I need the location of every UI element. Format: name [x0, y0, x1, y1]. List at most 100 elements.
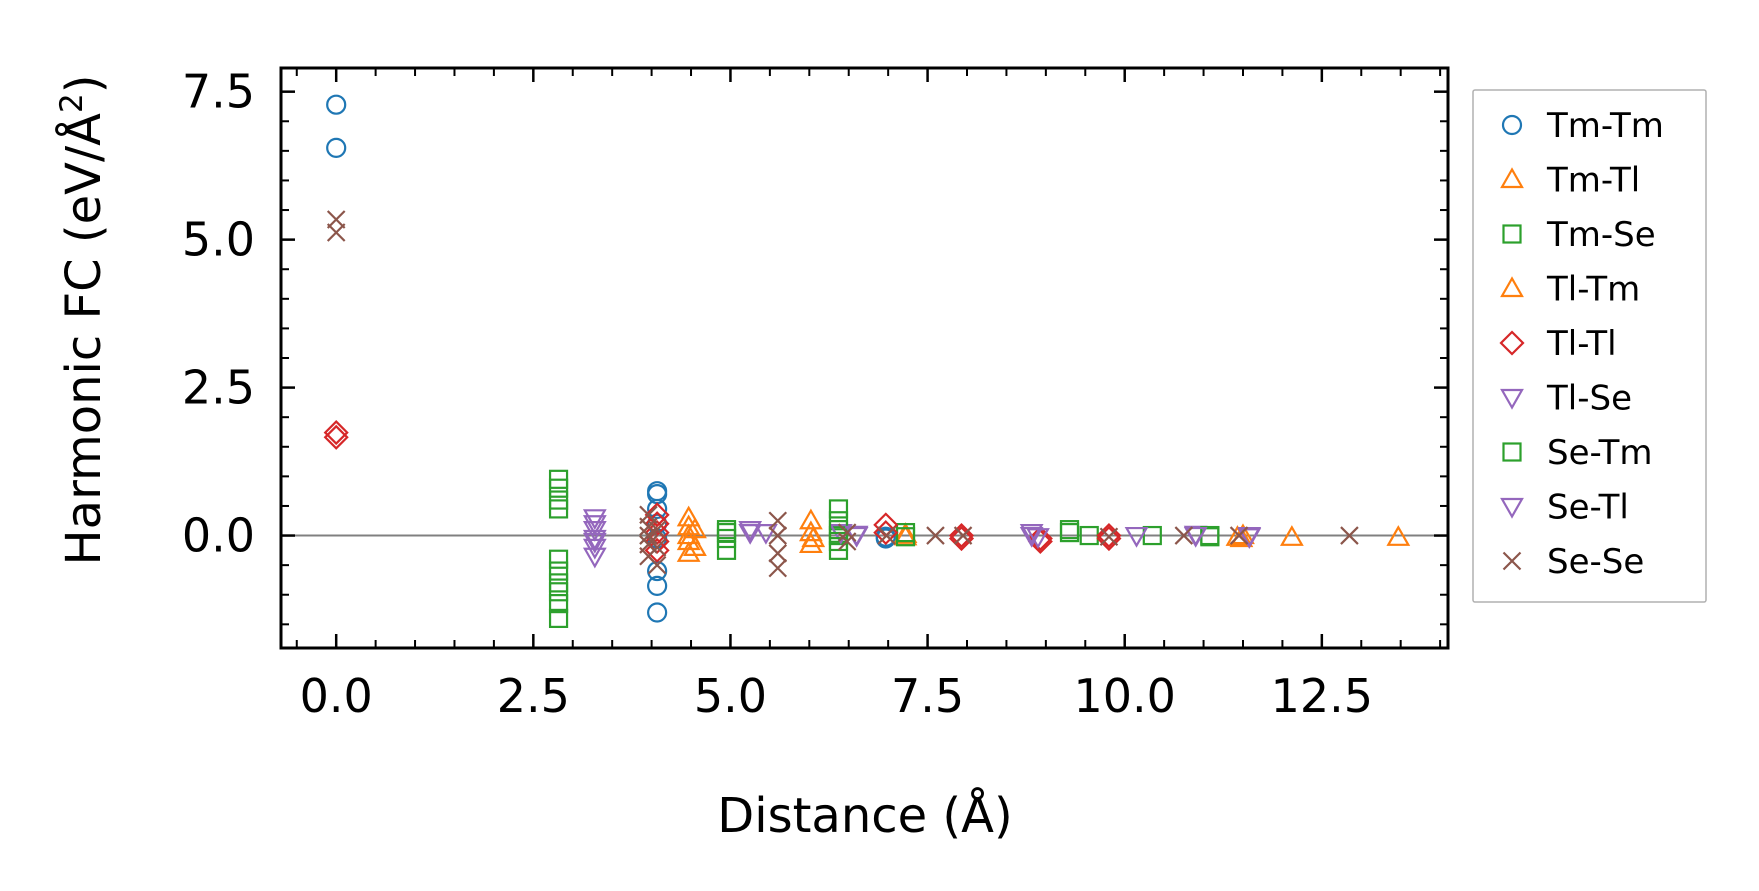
plot-frame — [279, 66, 1450, 650]
data-point-tm-se — [716, 540, 737, 560]
series-se-tm — [548, 490, 1220, 602]
series-se-tl — [582, 515, 1262, 554]
data-point-tm-tl — [798, 508, 823, 530]
y-tick-label: 0.0 — [182, 509, 255, 563]
data-point-tl-tl — [948, 525, 975, 552]
data-point-se-se — [1229, 526, 1249, 545]
data-point-se-se — [837, 523, 857, 542]
data-point-tm-se — [548, 478, 569, 498]
data-points-layer — [323, 94, 1411, 629]
y-tick-label: 5.0 — [182, 213, 255, 267]
data-point-se-se — [1174, 526, 1194, 545]
data-point-tm-tm — [647, 498, 668, 520]
legend-item-tm-tl: Tm-Tl — [1500, 161, 1640, 201]
data-point-se-tl — [1183, 526, 1208, 548]
data-point-se-tl — [582, 532, 607, 554]
x-tick-label: 2.5 — [497, 669, 570, 723]
series-se-se — [326, 210, 1359, 578]
legend-label: Tm-Tm — [1546, 106, 1664, 146]
legend-marker-tl-tl — [1499, 330, 1525, 356]
x-tick-label: 0.0 — [300, 669, 373, 723]
data-point-se-se — [647, 555, 667, 575]
data-point-se-se — [647, 520, 667, 539]
data-point-se-se — [1099, 527, 1119, 547]
data-point-tm-se — [1142, 525, 1162, 546]
data-point-tl-se — [582, 547, 607, 569]
data-point-se-tm — [548, 490, 569, 510]
x-tick-label: 7.5 — [891, 669, 964, 723]
x-axis-label: Distance (Å) — [717, 787, 1012, 844]
data-point-se-se — [877, 526, 896, 545]
legend-marker-tl-tm — [1500, 276, 1524, 298]
data-point-tm-se — [548, 608, 569, 629]
legend-item-tm-tm: Tm-Tm — [1501, 106, 1664, 146]
data-point-se-se — [953, 526, 973, 545]
legend-label: Se-Se — [1547, 542, 1644, 582]
data-point-tl-tl — [644, 502, 670, 528]
y-tick-label: 7.5 — [182, 65, 255, 119]
data-point-se-se — [326, 210, 346, 229]
x-tick-label: 12.5 — [1271, 669, 1373, 723]
legend-frame — [1472, 89, 1707, 603]
data-point-se-se — [768, 544, 788, 563]
data-point-tm-tm — [647, 602, 668, 623]
data-point-tl-tl — [1096, 522, 1122, 549]
x-tick-label: 10.0 — [1073, 669, 1175, 723]
legend-label: Se-Tl — [1547, 488, 1629, 528]
legend-item-tl-tl: Tl-Tl — [1499, 324, 1617, 364]
legend-label: Tl-Tm — [1546, 270, 1640, 310]
data-point-se-se — [768, 558, 788, 578]
series-tm-tm — [326, 94, 896, 623]
data-point-tl-se — [582, 509, 607, 531]
data-point-se-se — [768, 511, 788, 531]
legend-marker-tl-se — [1500, 388, 1524, 410]
data-point-tl-se — [754, 523, 778, 545]
data-point-se-tm — [548, 582, 569, 602]
data-point-se-se — [326, 223, 346, 242]
legend-item-tl-tm: Tl-Tm — [1500, 270, 1640, 310]
legend-marker-tm-tl — [1500, 167, 1524, 189]
data-point-tl-se — [1124, 526, 1149, 548]
data-point-se-se — [647, 538, 667, 557]
data-point-tl-tl — [323, 424, 349, 450]
data-point-tm-tl — [676, 514, 701, 536]
data-point-tm-tl — [1386, 525, 1411, 546]
data-point-tm-se — [828, 499, 849, 519]
data-point-tl-se — [1019, 523, 1044, 545]
data-point-tl-se — [1026, 528, 1050, 549]
series-tm-se — [548, 469, 1220, 629]
data-point-tl-tl — [323, 420, 349, 446]
data-point-se-se — [768, 526, 788, 545]
data-point-tm-tl — [676, 541, 701, 562]
legend-marker-tm-tm — [1501, 114, 1523, 136]
y-axis-label-main: Harmonic FC (eV/Å — [55, 113, 112, 566]
data-point-se-tl — [1237, 528, 1262, 549]
legend-label: Tl-Se — [1546, 379, 1632, 419]
data-point-tl-tm — [683, 535, 707, 556]
legend-items: Tm-Tm Tm-Tl Tm-Se Tl-Tm Tl-Tl Tl-Se Se-Tm Se-Tl… — [1499, 106, 1664, 582]
data-point-se-tl — [738, 523, 763, 545]
data-point-tm-tm — [647, 513, 668, 534]
legend-marker-se-tl — [1500, 497, 1524, 519]
data-point-tl-tl — [1096, 525, 1122, 552]
legend-marker-tm-se — [1502, 224, 1522, 244]
data-point-se-se — [837, 532, 857, 551]
data-point-tm-tl — [1279, 525, 1304, 546]
data-point-tl-tm — [801, 526, 826, 548]
data-point-tm-se — [548, 594, 569, 614]
data-point-tm-se — [895, 527, 916, 547]
legend-marker-se-se — [1502, 551, 1522, 571]
legend-label: Tm-Tl — [1546, 161, 1640, 201]
legend-item-se-tl: Se-Tl — [1500, 488, 1629, 528]
y-axis-label-superscript: 2 — [54, 93, 90, 113]
legend-item-tm-se: Tm-Se — [1502, 215, 1656, 255]
legend-label: Tl-Tl — [1546, 324, 1617, 364]
tick-labels-layer: 0.0 2.5 5.0 7.5 10.0 12.5 0.0 2.5 5.0 7.5 — [182, 65, 1373, 723]
data-point-tm-tm — [647, 575, 668, 596]
data-point-se-tl — [582, 515, 607, 536]
legend-item-se-se: Se-Se — [1502, 542, 1644, 582]
data-point-se-tl — [1019, 526, 1044, 548]
data-point-se-se — [926, 526, 945, 545]
data-point-tl-tl — [1027, 525, 1053, 552]
